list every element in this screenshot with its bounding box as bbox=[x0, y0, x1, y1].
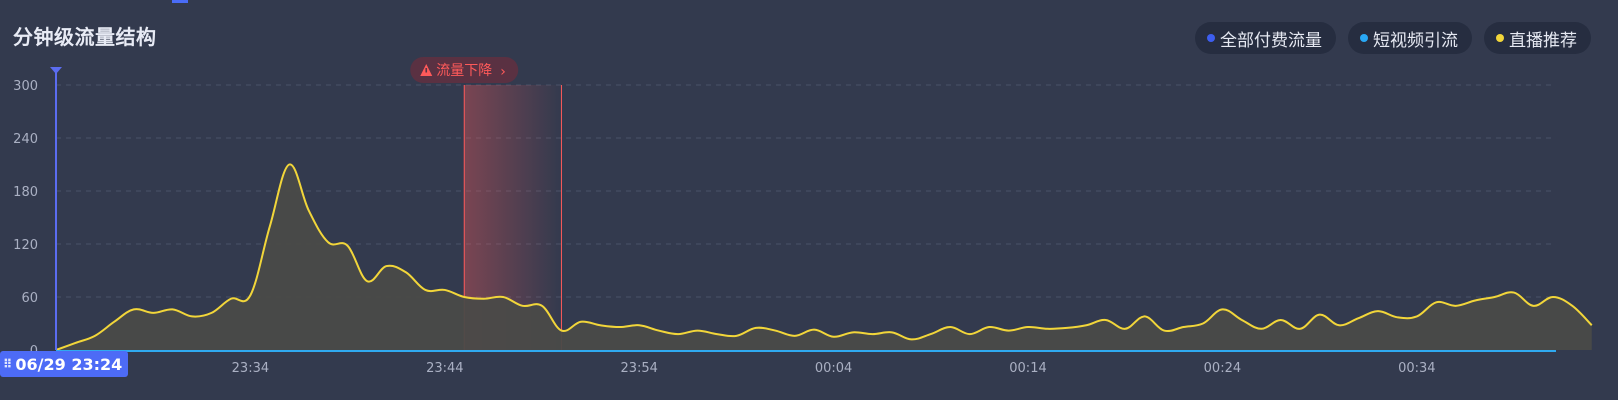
x-tick-label: 00:34 bbox=[1398, 361, 1435, 376]
legend-dot-icon bbox=[1496, 34, 1504, 42]
y-tick-label: 120 bbox=[13, 238, 38, 253]
y-tick-label: 60 bbox=[21, 291, 38, 306]
y-tick-label: 240 bbox=[13, 132, 38, 147]
y-tick-label: 180 bbox=[13, 185, 38, 200]
x-tick-label: 00:04 bbox=[815, 361, 852, 376]
legend-label: 直播推荐 bbox=[1509, 30, 1577, 51]
x-tick-label: 23:44 bbox=[426, 361, 463, 376]
legend-dot-icon bbox=[1360, 34, 1368, 42]
y-tick-label: 300 bbox=[13, 79, 38, 94]
cursor-handle-icon[interactable] bbox=[50, 67, 62, 74]
legend-item-short-video[interactable]: 短视频引流 bbox=[1348, 22, 1472, 54]
cursor-time: 06/29 23:24 bbox=[15, 354, 123, 374]
alert-tag-bg[interactable] bbox=[410, 57, 519, 83]
x-axis-ticks: 23:34 23:44 23:54 00:04 00:14 00:24 00:34 bbox=[232, 361, 1436, 376]
time-cursor-label[interactable]: ⠿ 06/29 23:24 bbox=[0, 351, 129, 377]
alert-tag-label: 流量下降 bbox=[436, 63, 492, 79]
legend-label: 短视频引流 bbox=[1373, 30, 1458, 51]
legend-item-live-recommend[interactable]: 直播推荐 bbox=[1484, 22, 1591, 54]
series-layer bbox=[55, 163, 1593, 351]
legend-label: 全部付费流量 bbox=[1220, 30, 1322, 51]
drag-grip-icon: ⠿ bbox=[3, 357, 12, 371]
series-area-fill bbox=[56, 164, 1592, 350]
x-tick-label: 00:24 bbox=[1204, 361, 1241, 376]
chart-legend: 全部付费流量 短视频引流 直播推荐 bbox=[1195, 22, 1591, 54]
x-tick-label: 23:34 bbox=[232, 361, 269, 376]
x-tick-label: 23:54 bbox=[620, 361, 657, 376]
active-tab-indicator bbox=[172, 0, 188, 3]
series-line bbox=[55, 163, 1593, 351]
y-axis-ticks: 060120180240300 bbox=[13, 79, 38, 359]
chevron-right-icon: › bbox=[500, 64, 506, 80]
chart-title: 分钟级流量结构 bbox=[13, 25, 157, 49]
alert-tag[interactable]: 流量下降 › bbox=[410, 57, 519, 83]
legend-dot-icon bbox=[1207, 34, 1215, 42]
axes bbox=[50, 67, 1556, 352]
warning-mark bbox=[425, 68, 428, 73]
legend-item-paid-traffic[interactable]: 全部付费流量 bbox=[1195, 22, 1336, 54]
x-tick-label: 00:14 bbox=[1009, 361, 1046, 376]
